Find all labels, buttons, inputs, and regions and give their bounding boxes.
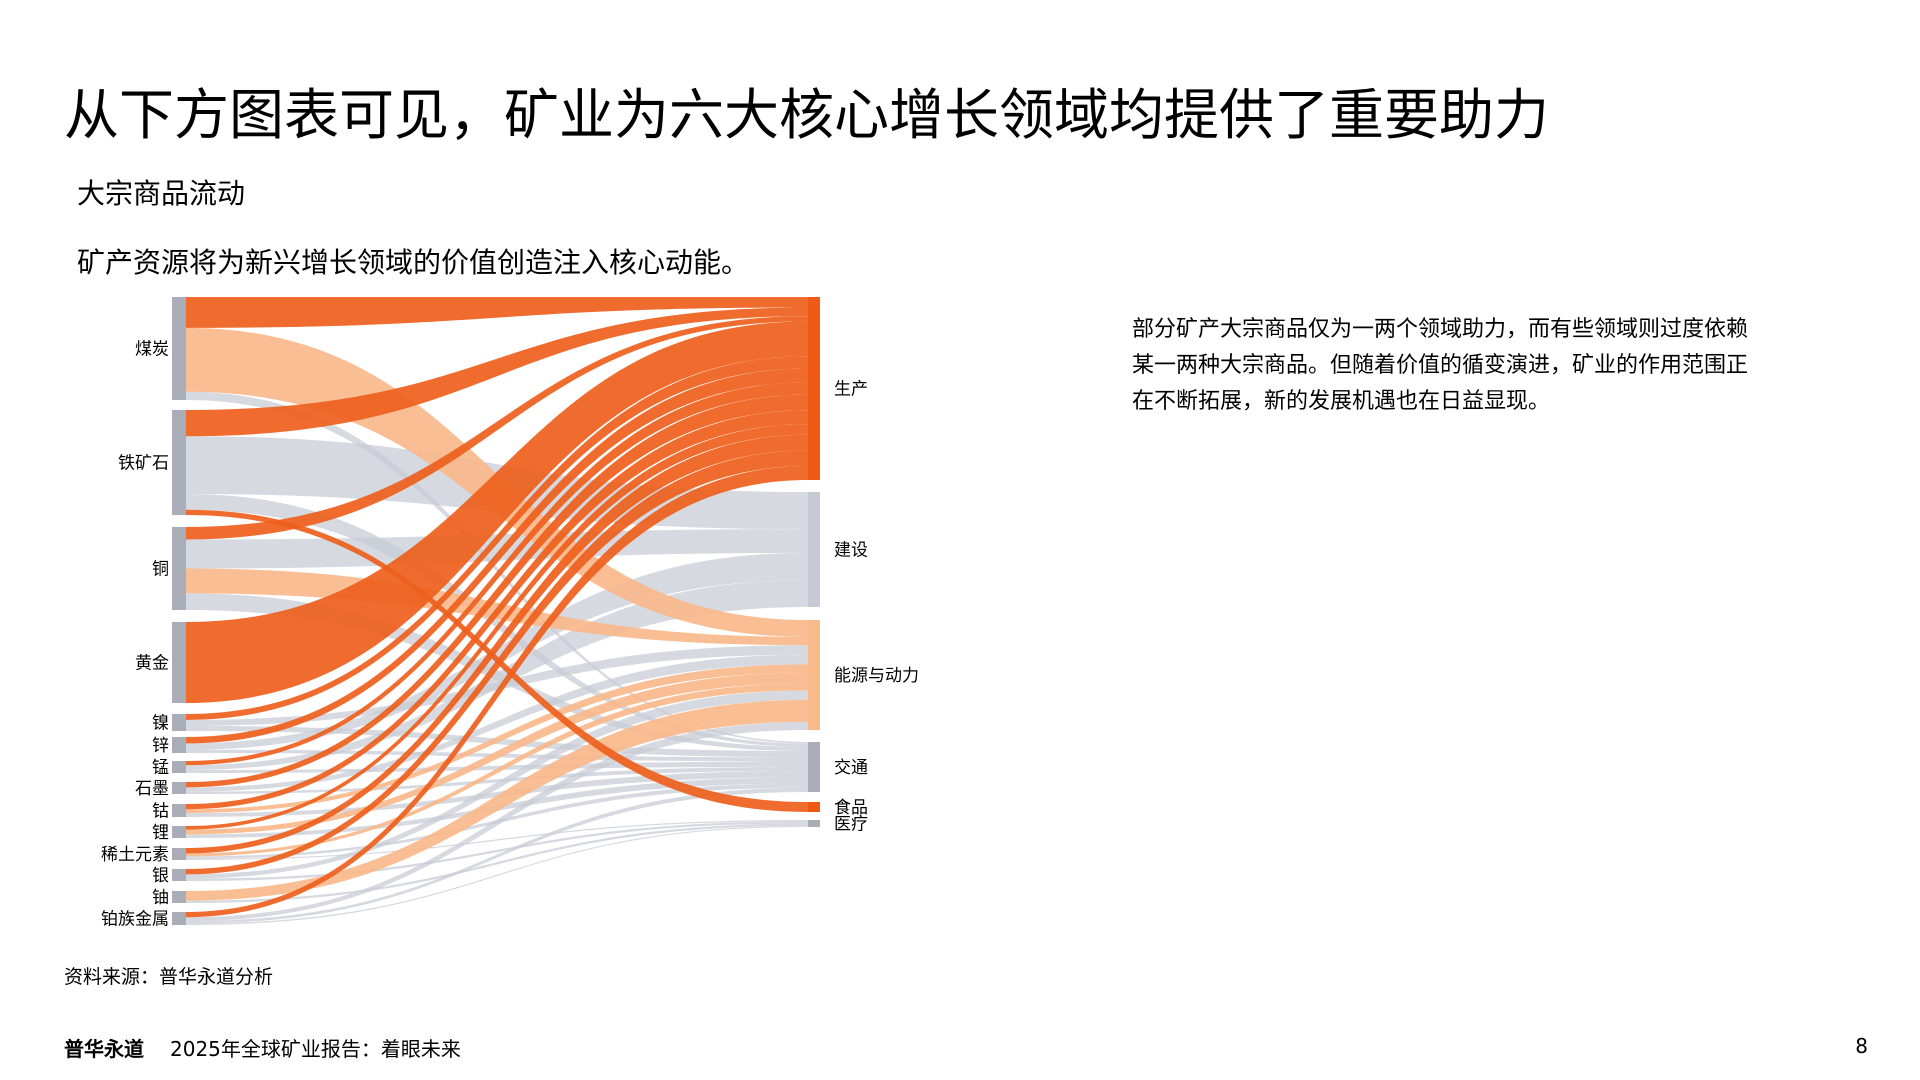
footer-brand: 普华永道 (64, 1037, 144, 1061)
sankey-source-node (172, 622, 186, 703)
sankey-target-label: 交通 (834, 758, 868, 778)
sankey-source-label: 钴 (152, 802, 169, 822)
sankey-link (186, 297, 808, 328)
sankey-link (186, 825, 808, 925)
sankey-link (186, 787, 808, 924)
sankey-link (186, 410, 808, 810)
sankey-link (186, 761, 808, 773)
sankey-link (186, 690, 808, 879)
sankey-source-label: 银 (152, 866, 169, 886)
sankey-target-node (808, 492, 820, 607)
sankey-link (186, 382, 808, 766)
sankey-target-node (808, 297, 820, 480)
sankey-target-node (808, 742, 820, 792)
sankey-source-node (172, 826, 186, 838)
sankey-link (186, 664, 808, 814)
sankey-source-node (172, 848, 186, 860)
sankey-source-label: 锌 (152, 736, 169, 756)
source-note: 资料来源：普华永道分析 (64, 966, 274, 988)
sankey-link (186, 466, 808, 918)
sankey-link (186, 568, 808, 646)
sankey-source-label: 铁矿石 (118, 454, 169, 474)
sankey-target-label: 生产 (834, 380, 868, 400)
sankey-source-node (172, 527, 186, 610)
side-paragraph-line: 部分矿产大宗商品仅为一两个领域助力，而有些领域则过度依赖 (1132, 317, 1749, 342)
sankey-link (186, 450, 808, 875)
side-paragraph-line: 在不断拓展，新的发展机遇也在日益显现。 (1132, 389, 1551, 414)
sankey-links (186, 297, 808, 925)
footer-report-title: 2025年全球矿业报告：着眼未来 (170, 1037, 461, 1061)
sankey-link (186, 654, 808, 792)
sankey-link (186, 766, 808, 794)
sankey-nodes (172, 297, 820, 925)
sankey-link (186, 683, 808, 857)
sankey-link (186, 672, 808, 835)
sankey-link (186, 823, 808, 903)
sankey-link (186, 770, 808, 817)
sankey-target-label: 食品 (834, 798, 868, 818)
sankey-link (186, 321, 808, 703)
sankey-source-node (172, 714, 186, 731)
sankey-source-label: 黄金 (135, 654, 169, 674)
sankey-source-node (172, 782, 186, 794)
sankey-source-label: 煤炭 (135, 340, 169, 360)
sankey-link (186, 593, 808, 752)
sankey-target-label: 建设 (834, 541, 868, 561)
sankey-target-label: 医疗 (834, 815, 868, 835)
side-paragraph: 部分矿产大宗商品仅为一两个领域助力，而有些领域则过度依赖 某一两种大宗商品。但随… (1132, 312, 1852, 420)
sankey-source-node (172, 410, 186, 515)
sankey-link (186, 434, 808, 854)
sankey-target-label: 能源与动力 (834, 666, 919, 686)
page-number: 8 (1855, 1034, 1868, 1058)
chart-subtitle: 大宗商品流动 (77, 177, 246, 210)
side-paragraph-line: 某一两种大宗商品。但随着价值的循变演进，矿业的作用范围正 (1132, 353, 1749, 378)
sankey-source-label: 石墨 (135, 779, 169, 799)
sankey-link (186, 699, 808, 901)
sankey-target-node (808, 820, 820, 827)
sankey-link (186, 721, 808, 922)
sankey-source-node (172, 297, 186, 400)
page-title: 从下方图表可见，矿业为六大核心增长领域均提供了重要助力 (64, 83, 1550, 147)
sankey-link (186, 368, 808, 744)
sankey-link (186, 356, 808, 720)
sankey-source-node (172, 737, 186, 753)
sankey-link (186, 579, 808, 770)
sankey-link (186, 307, 808, 437)
sankey-source-label: 铜 (152, 560, 169, 580)
sankey-link (186, 494, 808, 747)
sankey-link (186, 316, 808, 540)
sankey-source-node (172, 761, 186, 773)
sankey-target-node (808, 802, 820, 812)
sankey-target-node (808, 620, 820, 730)
sankey-source-node (172, 869, 186, 881)
sankey-source-node (172, 804, 186, 817)
sankey-source-label: 锂 (152, 823, 169, 843)
sankey-source-label: 稀土元素 (101, 845, 169, 865)
sankey-source-node (172, 912, 186, 925)
sankey-source-label: 铀 (152, 888, 169, 908)
sankey-link (186, 821, 808, 881)
sankey-source-label: 镍 (152, 714, 169, 734)
sankey-source-label: 锰 (152, 758, 169, 778)
sankey-link (186, 394, 808, 788)
sankey-link (186, 424, 808, 830)
lead-text: 矿产资源将为新兴增长领域的价值创造注入核心动能。 (77, 246, 750, 279)
sankey-link (186, 529, 808, 569)
sankey-link (186, 391, 808, 744)
sankey-source-node (172, 891, 186, 903)
sankey-source-label: 铂族金属 (101, 910, 169, 930)
sankey-link (186, 820, 808, 860)
